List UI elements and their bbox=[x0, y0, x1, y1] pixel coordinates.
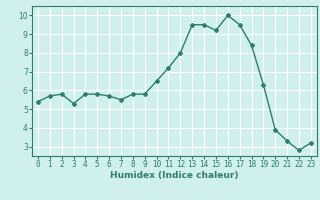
X-axis label: Humidex (Indice chaleur): Humidex (Indice chaleur) bbox=[110, 171, 239, 180]
